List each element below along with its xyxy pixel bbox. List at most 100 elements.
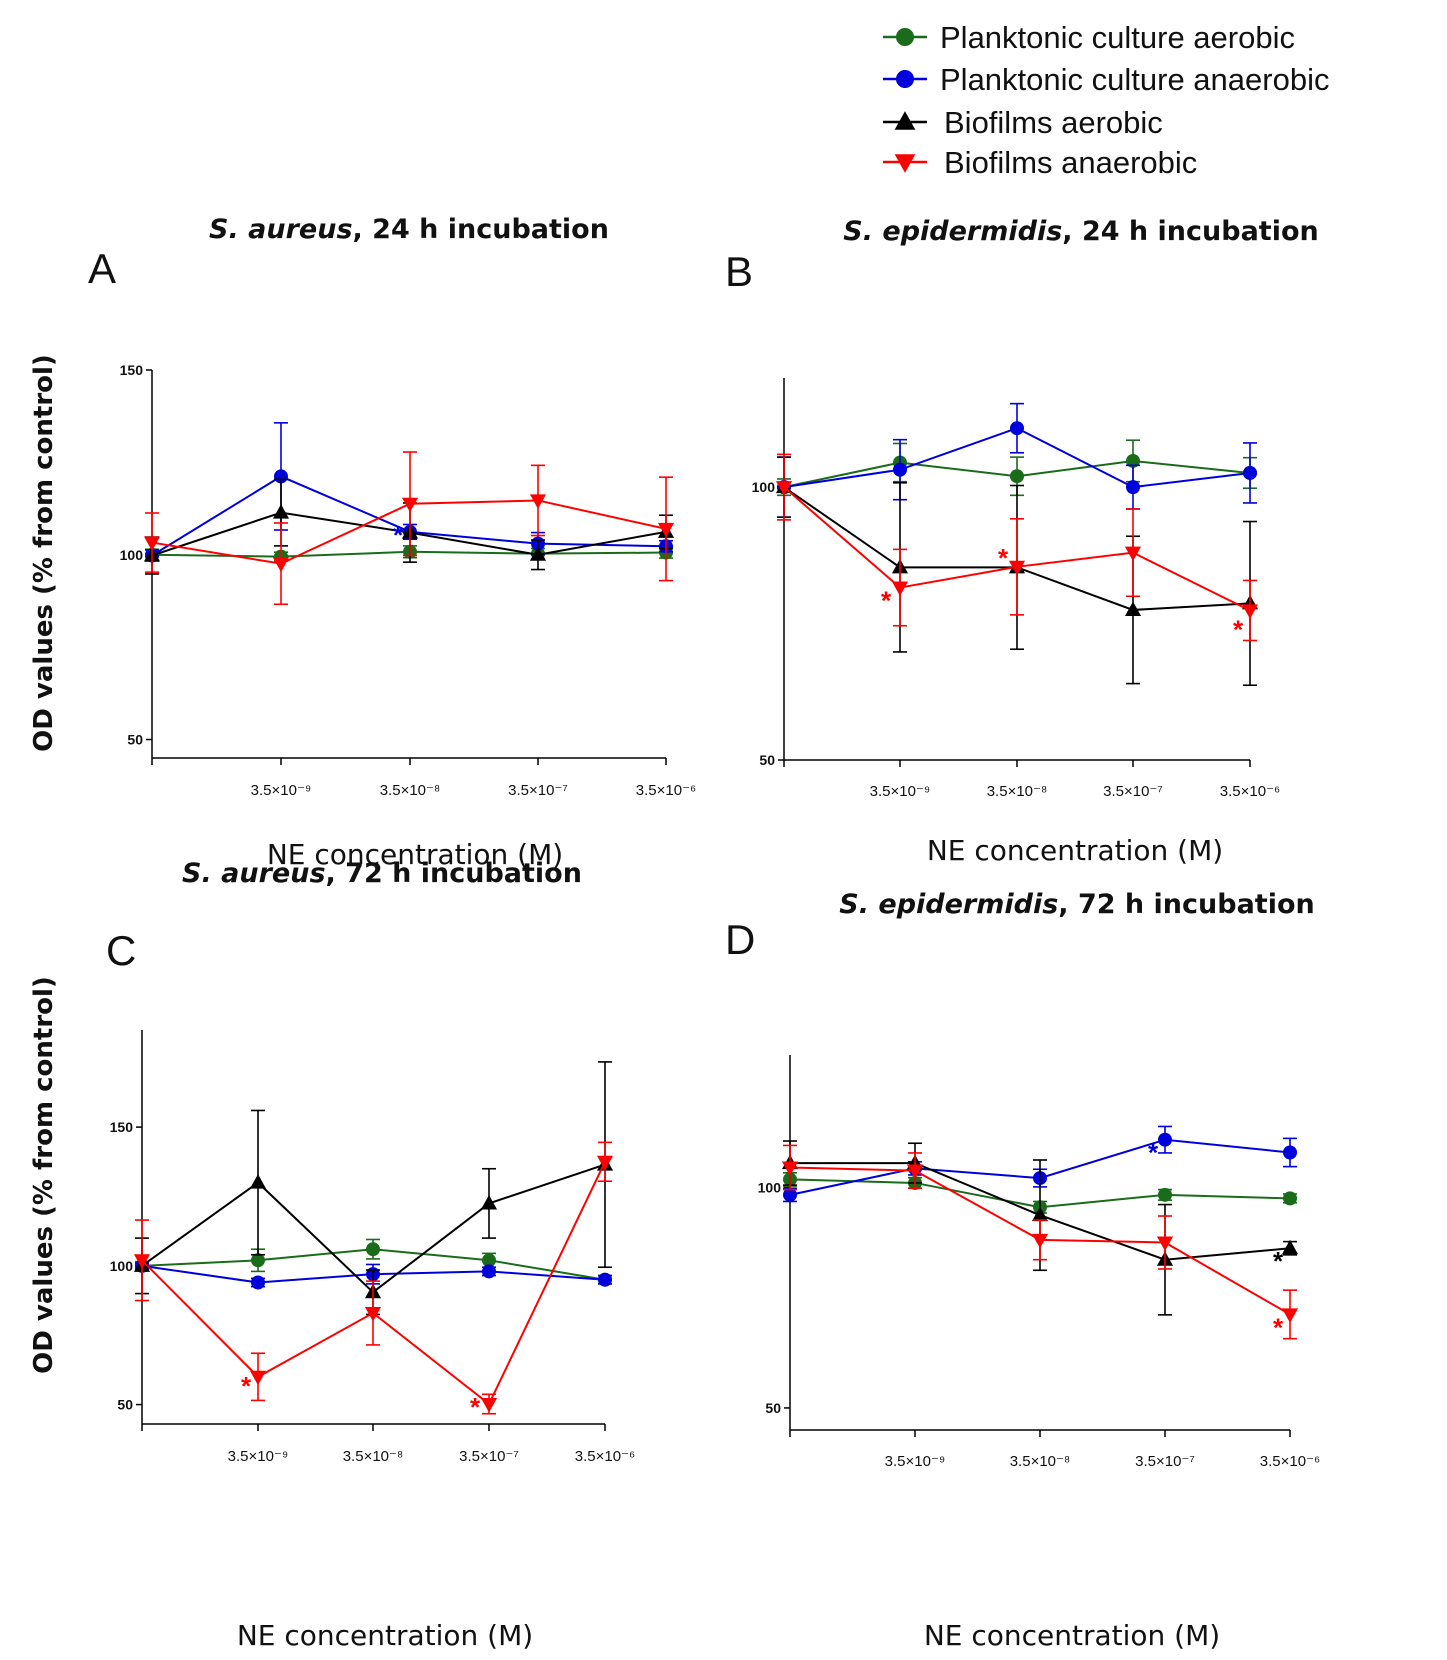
significance-star: * <box>1148 1138 1159 1168</box>
legend-label: Planktonic culture aerobic <box>940 20 1295 55</box>
data-point <box>482 1253 496 1268</box>
y-axis-label: OD values (% from control) <box>29 976 59 1374</box>
data-point <box>1126 453 1140 468</box>
x-tick-label: 3.5×10⁻⁷ <box>508 782 568 799</box>
data-point <box>657 522 675 538</box>
data-point <box>1156 1236 1174 1251</box>
significance-star: * <box>1233 614 1244 644</box>
data-point <box>401 497 419 513</box>
data-point <box>133 1254 151 1269</box>
data-point <box>480 1194 498 1210</box>
x-tick-label: 3.5×10⁻⁹ <box>885 1453 946 1470</box>
data-point <box>906 1164 924 1180</box>
x-tick-label: 3.5×10⁻⁹ <box>228 1448 289 1465</box>
significance-star: * <box>1273 1246 1284 1276</box>
title-species: S. aureus <box>182 858 325 889</box>
data-point <box>598 1272 612 1287</box>
panel-letter: B <box>725 248 753 295</box>
data-point <box>1124 546 1142 562</box>
legend-label: Planktonic culture anaerobic <box>940 62 1329 97</box>
panel-title: S. aureus, 72 h incubation <box>182 858 582 889</box>
panel-c: S. aureus, 72 h incubation C 50 100 150 3.5×1… <box>29 858 635 1652</box>
chart-panels: S. aureus, 24 h incubationA501001503.5×1… <box>29 214 1320 1652</box>
data-point <box>249 1174 267 1189</box>
legend-marker-icon <box>894 111 916 130</box>
data-point <box>596 1155 614 1171</box>
x-tick-label: 3.5×10⁻⁶ <box>1260 1453 1320 1470</box>
title-species: S. epidermidis <box>839 889 1058 920</box>
data-point <box>1010 469 1024 484</box>
x-tick-label: 3.5×10⁻⁸ <box>343 1448 404 1465</box>
series-4 <box>775 453 1259 642</box>
significance-star: * <box>998 543 1009 573</box>
title-condition: , 72 h incubation <box>326 858 582 889</box>
legend-item-3: Biofilms aerobic <box>883 105 1163 140</box>
data-point <box>1010 421 1024 436</box>
y-tick-label: 50 <box>117 1397 133 1413</box>
significance-star: * <box>1273 1312 1284 1342</box>
panel-a: S. aureus, 24 h incubation A 50 100 150 3.5×1… <box>29 214 696 871</box>
legend-label: Biofilms anaerobic <box>944 145 1197 180</box>
data-point <box>891 581 909 597</box>
y-tick-label: 150 <box>120 362 144 378</box>
series-4 <box>133 1141 614 1415</box>
data-point <box>783 1187 797 1202</box>
x-axis-label: NE concentration (M) <box>237 1619 533 1652</box>
data-point <box>1008 560 1026 576</box>
data-point <box>143 536 161 552</box>
legend-label: Biofilms aerobic <box>944 105 1163 140</box>
y-tick-label: 50 <box>127 732 143 748</box>
panel-title: S. epidermidis, 72 h incubation <box>839 889 1314 920</box>
data-point <box>1126 480 1140 495</box>
data-point <box>251 1275 265 1290</box>
y-tick-label: 100 <box>752 479 776 495</box>
significance-star: * <box>393 520 404 550</box>
x-tick-label: 3.5×10⁻⁹ <box>251 782 312 799</box>
y-tick-label: 100 <box>758 1179 782 1195</box>
series-4 <box>781 1144 1299 1340</box>
panel-title: S. epidermidis, 24 h incubation <box>843 216 1318 247</box>
x-tick-label: 3.5×10⁻⁷ <box>1135 1453 1195 1470</box>
x-axis-label: NE concentration (M) <box>924 1619 1220 1652</box>
y-tick-label: 50 <box>765 1400 781 1416</box>
data-point <box>1241 604 1259 619</box>
legend-item-1: Planktonic culture aerobic <box>883 20 1295 55</box>
title-condition: , 24 h incubation <box>1062 216 1318 247</box>
panel-d: S. epidermidis, 72 h incubation D 50 100 3.5… <box>725 889 1320 1652</box>
title-condition: , 72 h incubation <box>1058 889 1314 920</box>
panel-b: S. epidermidis, 24 h incubation B 50 100 3.5… <box>725 216 1319 867</box>
data-point <box>1158 1187 1172 1202</box>
data-point <box>529 494 547 509</box>
x-axis-label: NE concentration (M) <box>267 838 563 871</box>
title-condition: , 24 h incubation <box>353 214 609 245</box>
data-point <box>1031 1206 1049 1222</box>
data-point <box>364 1306 382 1322</box>
data-point <box>781 1161 799 1176</box>
y-tick-label: 100 <box>110 1258 134 1274</box>
x-tick-label: 3.5×10⁻⁶ <box>575 1448 635 1465</box>
x-tick-label: 3.5×10⁻⁸ <box>380 782 441 799</box>
data-point <box>1124 601 1142 616</box>
data-point <box>480 1397 498 1413</box>
x-tick-label: 3.5×10⁻⁸ <box>987 783 1048 800</box>
legend-marker-icon <box>896 28 914 46</box>
data-point <box>1281 1308 1299 1323</box>
data-point <box>1243 465 1257 480</box>
x-tick-label: 3.5×10⁻⁹ <box>870 783 931 800</box>
panel-letter: C <box>106 927 136 974</box>
legend-marker-icon <box>896 70 914 88</box>
x-axis-label: NE concentration (M) <box>927 834 1223 867</box>
data-point <box>893 462 907 477</box>
legend-marker-icon <box>894 154 916 173</box>
data-point <box>1283 1191 1297 1206</box>
data-point <box>272 557 290 573</box>
panel-title: S. aureus, 24 h incubation <box>209 214 609 245</box>
data-point <box>1158 1132 1172 1147</box>
data-point <box>1281 1239 1299 1255</box>
significance-star: * <box>241 1371 252 1401</box>
y-axis-label: OD values (% from control) <box>29 354 59 752</box>
x-tick-label: 3.5×10⁻⁶ <box>636 782 696 799</box>
series-4 <box>143 451 675 606</box>
title-species: S. aureus <box>209 214 352 245</box>
